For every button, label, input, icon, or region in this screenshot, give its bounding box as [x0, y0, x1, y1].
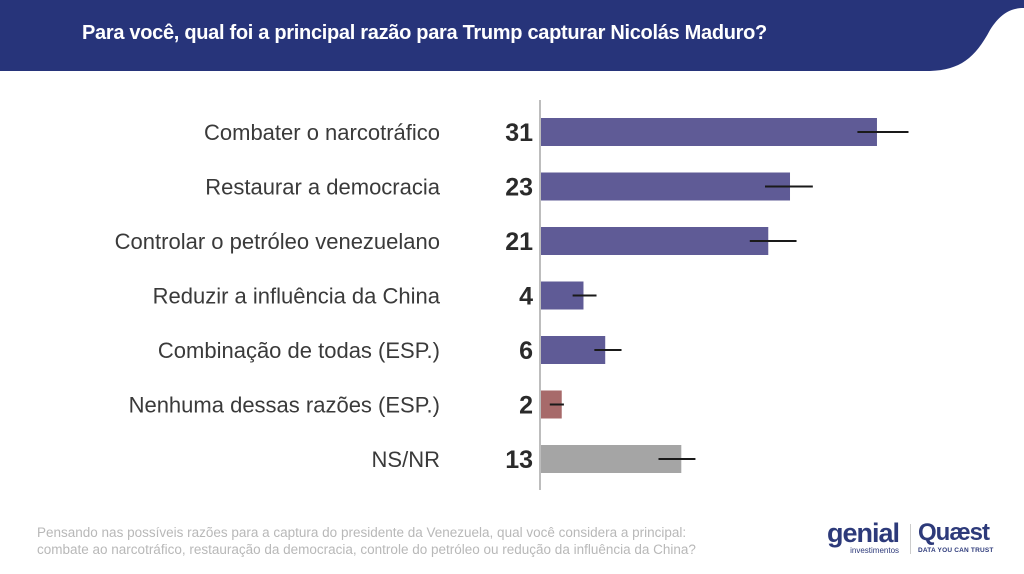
footnote-line-2: combate ao narcotráfico, restauração da … — [37, 542, 696, 557]
value-label: 2 — [519, 392, 533, 420]
quaest-logo: Quæst DATA YOU CAN TRUST — [918, 520, 994, 555]
value-label: 23 — [505, 174, 533, 202]
category-label: Combinação de todas (ESP.) — [158, 338, 440, 363]
value-label: 31 — [505, 119, 533, 147]
category-label: Reduzir a influência da China — [153, 284, 441, 309]
category-label: Restaurar a democracia — [205, 175, 441, 200]
value-label: 13 — [505, 446, 533, 474]
value-label: 4 — [519, 283, 533, 311]
quaest-logo-sub: DATA YOU CAN TRUST — [918, 547, 994, 554]
category-label: Nenhuma dessas razões (ESP.) — [129, 393, 440, 418]
genial-logo-text: genial — [827, 518, 900, 548]
category-label: Combater o narcotráfico — [204, 120, 440, 145]
logo-divider — [910, 524, 911, 554]
footnote-line-1: Pensando nas possíveis razões para a cap… — [37, 525, 687, 540]
category-label: NS/NR — [372, 447, 440, 472]
category-label: Controlar o petróleo venezuelano — [115, 229, 440, 254]
bar — [540, 445, 682, 473]
bar — [540, 172, 791, 201]
page-title: Para você, qual foi a principal razão pa… — [82, 22, 767, 44]
value-label: 21 — [505, 228, 533, 256]
bar — [540, 227, 769, 255]
genial-logo: genial investimentos — [827, 518, 900, 556]
bar-chart: Combater o narcotráfico 31 Restaurar a dem… — [115, 100, 909, 490]
quaest-logo-text: Quæst — [918, 519, 990, 546]
bar — [540, 118, 877, 146]
genial-logo-sub: investimentos — [850, 546, 900, 555]
value-label: 6 — [519, 337, 533, 365]
header-banner — [0, 0, 1024, 71]
footnote: Pensando nas possíveis razões para a cap… — [37, 524, 696, 558]
